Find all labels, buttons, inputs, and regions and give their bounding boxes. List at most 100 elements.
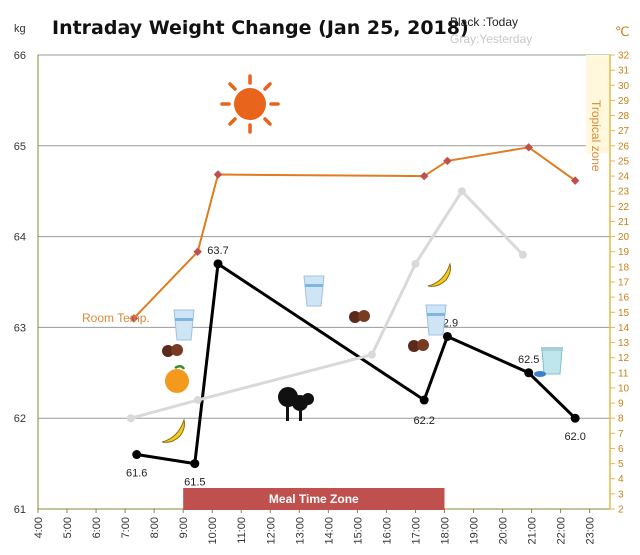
water-glass-icon: [303, 275, 325, 307]
water-glass-icon: [173, 309, 195, 341]
orange-icon: [165, 365, 189, 393]
y2-tick-label: 26: [618, 141, 630, 152]
banana-icon: [161, 418, 185, 443]
nuts-icon: [408, 339, 429, 352]
y2-tick-label: 29: [618, 96, 630, 107]
y2-tick-label: 25: [618, 156, 630, 167]
y2-tick-label: 3: [618, 489, 624, 500]
x-tick-label: 17:00: [410, 517, 422, 545]
x-tick-label: 10:00: [207, 517, 219, 545]
y2-tick-label: 31: [618, 66, 630, 77]
today-marker: [419, 395, 429, 405]
x-tick-label: 14:00: [323, 517, 335, 545]
room-temp-label: Room Temp.: [82, 311, 150, 325]
yesterday-marker: [411, 259, 420, 268]
data-label: 61.5: [184, 477, 205, 489]
y2-tick-label: 12: [618, 353, 630, 364]
y2-tick-label: 32: [618, 51, 630, 62]
legend-today: Black :Today: [450, 15, 518, 29]
y2-tick-label: 6: [618, 444, 624, 455]
today-marker: [570, 413, 580, 423]
tropical-zone-label: Tropical zone: [589, 100, 603, 172]
y2-tick-label: 14: [618, 323, 630, 334]
series: [126, 143, 580, 469]
room-temp-marker: [443, 156, 452, 166]
today-marker: [132, 450, 142, 460]
x-tick-label: 20:00: [498, 517, 510, 545]
y2-tick-label: 16: [618, 293, 630, 304]
y2-tick-label: 30: [618, 81, 630, 92]
data-label: 62.2: [413, 415, 434, 427]
data-labels: 61.661.563.762.262.962.562.0: [126, 245, 586, 489]
room-temp-marker: [213, 170, 223, 179]
yesterday-marker: [193, 396, 202, 405]
y-tick-label: 64: [14, 232, 26, 244]
y2-tick-label: 18: [618, 262, 630, 273]
yesterday-marker: [518, 250, 527, 259]
water-cup-icon: [534, 347, 563, 377]
x-tick-label: 23:00: [585, 517, 597, 545]
y2-tick-label: 13: [618, 338, 630, 349]
meal-time-zone-bar: [183, 488, 445, 510]
meal-time-zone-label: Meal Time Zone: [269, 492, 359, 506]
sun-icon: [220, 74, 280, 134]
nuts-icon: [349, 310, 370, 323]
data-label: 62.0: [564, 431, 585, 443]
tropical-zone-band: [586, 55, 610, 154]
y-tick-label: 65: [14, 141, 26, 153]
y-tick-label: 63: [14, 322, 26, 334]
y2-axis-unit: ℃: [615, 24, 630, 39]
room-temp-marker: [193, 247, 202, 256]
y2-tick-label: 9: [618, 399, 624, 410]
y2-tick-label: 24: [618, 172, 630, 183]
x-tick-label: 16:00: [381, 517, 393, 545]
y2-tick-labels: 2345678910111213141516171819202122232425…: [610, 51, 630, 516]
y2-tick-label: 22: [618, 202, 630, 213]
today-marker: [524, 368, 534, 378]
data-label: 61.6: [126, 468, 147, 480]
today-marker: [213, 259, 223, 269]
x-tick-label: 5:00: [62, 517, 74, 538]
y2-tick-label: 7: [618, 429, 624, 440]
room-temp-marker: [129, 314, 139, 323]
y2-tick-label: 8: [618, 414, 624, 425]
x-tick-label: 12:00: [265, 517, 277, 545]
room-temp-marker: [419, 171, 429, 181]
x-tick-label: 7:00: [120, 517, 132, 538]
x-tick-label: 4:00: [33, 517, 45, 538]
y-tick-labels: 61 62 63 64 65 66: [14, 50, 26, 516]
x-tick-label: 19:00: [469, 517, 481, 545]
x-tick-label: 9:00: [178, 517, 190, 538]
y2-tick-label: 5: [618, 459, 624, 470]
yesterday-marker: [126, 414, 135, 423]
y2-tick-label: 19: [618, 247, 630, 258]
tropical-zone-fill: [586, 55, 610, 154]
x-tick-label: 11:00: [236, 517, 248, 544]
chart-title: Intraday Weight Change (Jan 25, 2018): [52, 17, 469, 39]
x-tick-label: 13:00: [294, 517, 306, 545]
y2-tick-label: 10: [618, 383, 630, 394]
y-axis-unit: kg: [14, 23, 26, 35]
x-tick-label: 6:00: [91, 517, 103, 538]
y2-tick-label: 2: [618, 505, 624, 516]
y2-tick-label: 23: [618, 187, 630, 198]
x-tick-labels: 4:00 5:00 6:00 7:00 8:00 9:00 10:00 11:00 12:00 1…: [33, 509, 597, 545]
x-tick-label: 22:00: [556, 517, 568, 545]
banana-icon: [427, 262, 451, 287]
x-tick-label: 15:00: [352, 517, 364, 545]
yesterday-marker: [367, 350, 376, 359]
x-tick-label: 18:00: [439, 517, 451, 545]
data-label: 62.5: [518, 354, 539, 366]
today-line: [136, 262, 577, 466]
y-tick-label: 62: [14, 413, 26, 425]
x-tick-label: 8:00: [149, 517, 161, 538]
water-glass-icon: [425, 304, 447, 336]
room-temp-line: [133, 146, 576, 320]
y2-tick-label: 11: [618, 368, 629, 379]
y2-tick-label: 28: [618, 111, 630, 122]
today-marker: [190, 459, 200, 469]
x-tick-label: 21:00: [527, 517, 539, 545]
y2-tick-label: 17: [618, 278, 630, 289]
y-tick-label: 61: [14, 504, 26, 516]
